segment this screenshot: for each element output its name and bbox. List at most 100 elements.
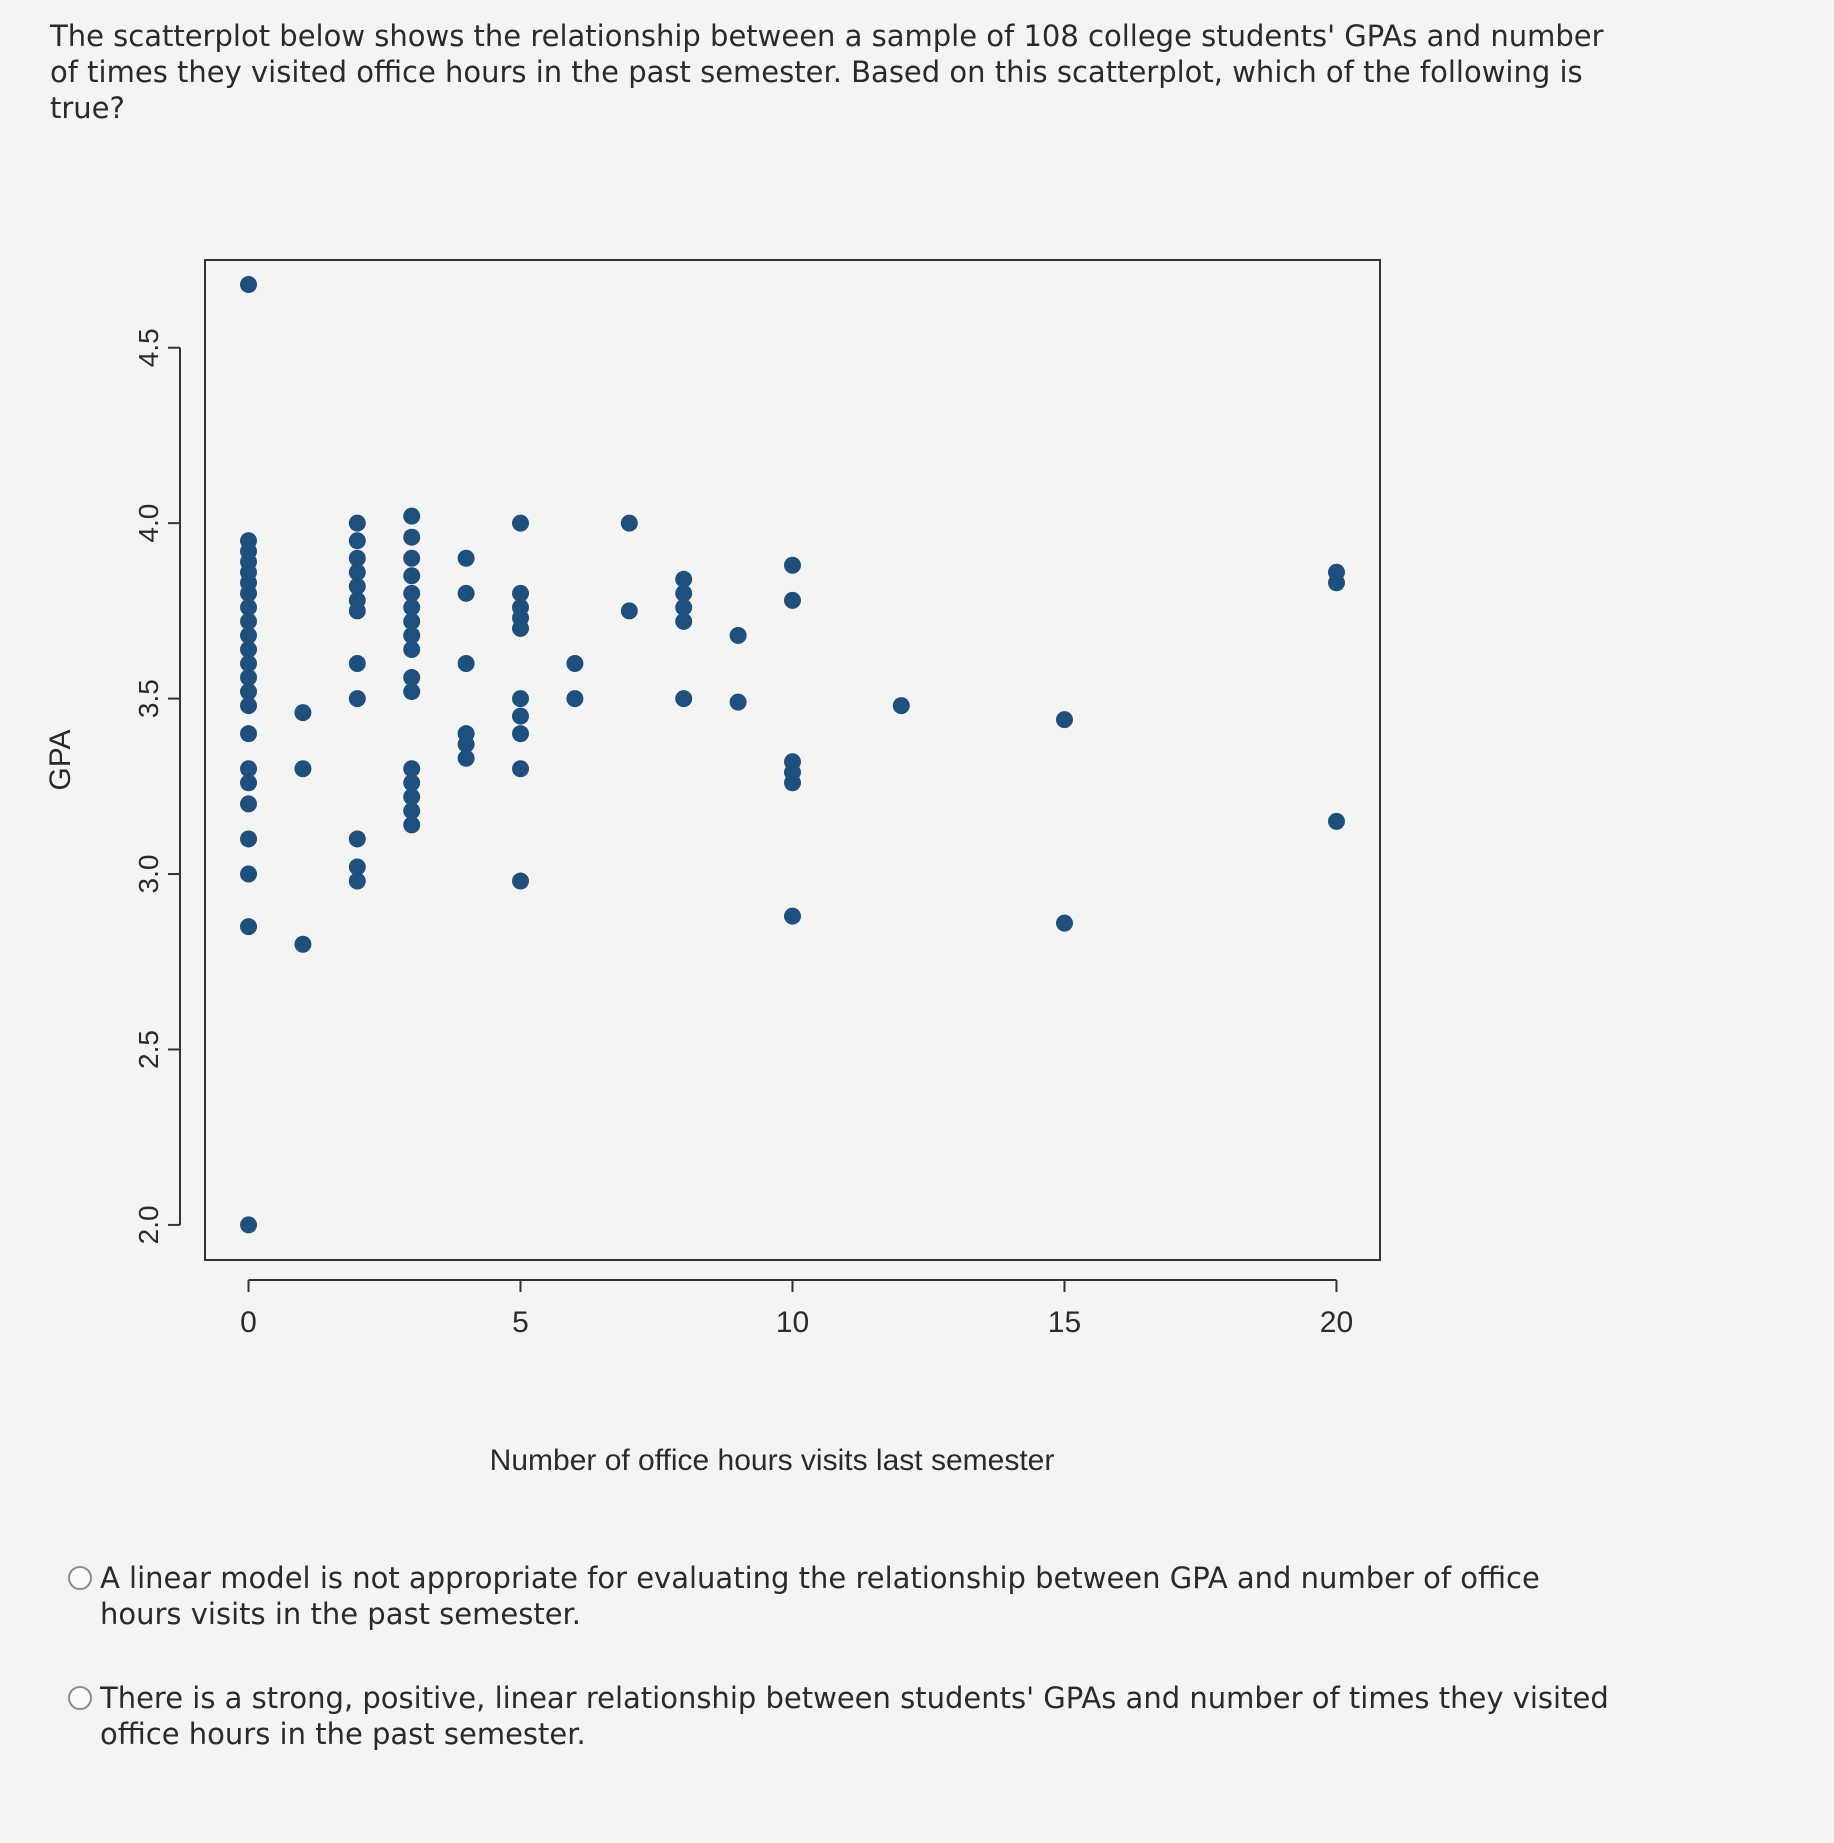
x-axis-label: Number of office hours visits last semes… [490, 1444, 1055, 1477]
data-point [403, 567, 421, 585]
scatterplot: 2.0 2.5 3.0 3.5 4.0 4.5 0 5 10 15 20 GPA Number o… [0, 230, 1834, 1530]
data-point [240, 725, 258, 743]
data-point [403, 816, 421, 834]
data-point [403, 669, 421, 687]
data-point [348, 690, 366, 708]
data-point [294, 935, 312, 953]
x-axis: 0 5 10 15 20 [240, 1279, 1353, 1339]
y-tick-label: 4.5 [133, 328, 164, 367]
y-axis: 2.0 2.5 3.0 3.5 4.0 4.5 [133, 328, 181, 1244]
answer-option-2[interactable]: There is a strong, positive, linear rela… [68, 1680, 1628, 1752]
data-point [348, 532, 366, 550]
data-point [512, 725, 530, 743]
y-tick-label: 4.0 [133, 504, 164, 543]
data-point [566, 690, 584, 708]
data-point [348, 577, 366, 595]
data-point [620, 602, 638, 620]
data-point [892, 697, 910, 715]
question-text: The scatterplot below shows the relation… [50, 19, 1604, 125]
data-point [512, 760, 530, 778]
data-point [512, 514, 530, 532]
data-point [348, 549, 366, 567]
data-point [240, 830, 258, 848]
data-point [1055, 914, 1073, 932]
answer-option-label: A linear model is not appropriate for ev… [100, 1561, 1540, 1631]
data-point [1055, 711, 1073, 729]
data-point [403, 802, 421, 820]
data-point [348, 514, 366, 532]
answer-option-label: There is a strong, positive, linear rela… [100, 1681, 1609, 1751]
data-point [457, 735, 475, 753]
y-tick-label: 3.5 [133, 679, 164, 718]
data-point [240, 795, 258, 813]
data-point [240, 276, 258, 294]
x-tick-label: 0 [240, 1306, 257, 1339]
data-point [348, 830, 366, 848]
data-point [240, 626, 258, 644]
data-point [457, 655, 475, 673]
data-point [240, 774, 258, 792]
data-point [457, 749, 475, 767]
y-tick-label: 2.0 [133, 1205, 164, 1244]
data-point [566, 655, 584, 673]
answer-option-1[interactable]: A linear model is not appropriate for ev… [68, 1560, 1628, 1632]
data-point [403, 626, 421, 644]
data-point [240, 669, 258, 687]
data-point [675, 570, 693, 588]
data-point [512, 872, 530, 890]
radio-button[interactable] [68, 1566, 92, 1590]
plot-frame [204, 259, 1381, 1261]
data-points [240, 276, 1345, 1234]
data-point [403, 612, 421, 630]
data-point [675, 690, 693, 708]
data-point [348, 602, 366, 620]
data-point [240, 655, 258, 673]
data-point [403, 760, 421, 778]
data-point [348, 872, 366, 890]
data-point [512, 690, 530, 708]
data-point [1327, 812, 1345, 830]
data-point [784, 591, 801, 609]
data-point [512, 584, 530, 602]
data-point [784, 774, 801, 792]
data-point [240, 598, 258, 616]
data-point [729, 693, 747, 711]
data-point [403, 683, 421, 701]
y-tick-label: 3.0 [133, 855, 164, 894]
scatterplot-svg: 2.0 2.5 3.0 3.5 4.0 4.5 0 5 10 15 20 GPA Number o… [44, 259, 1381, 1477]
data-point [457, 584, 475, 602]
x-tick-label: 5 [512, 1306, 529, 1339]
data-point [403, 584, 421, 602]
x-tick-label: 10 [776, 1306, 809, 1339]
data-point [729, 626, 747, 644]
data-point [403, 549, 421, 567]
data-point [512, 619, 530, 637]
data-point [1327, 574, 1345, 592]
radio-button[interactable] [68, 1686, 92, 1710]
data-point [675, 598, 693, 616]
data-point [403, 788, 421, 806]
y-tick-label: 2.5 [133, 1030, 164, 1069]
answer-options: A linear model is not appropriate for ev… [68, 1560, 1628, 1800]
data-point [512, 707, 530, 725]
data-point [240, 640, 258, 658]
y-axis-label: GPA [44, 729, 77, 790]
data-point [348, 655, 366, 673]
data-point [403, 598, 421, 616]
x-tick-label: 20 [1320, 1306, 1353, 1339]
data-point [403, 640, 421, 658]
data-point [784, 907, 801, 925]
data-point [403, 774, 421, 792]
data-point [240, 683, 258, 701]
data-point [294, 760, 312, 778]
data-point [240, 612, 258, 630]
data-point [457, 549, 475, 567]
data-point [240, 760, 258, 778]
data-point [240, 584, 258, 602]
data-point [675, 584, 693, 602]
data-point [240, 697, 258, 715]
data-point [403, 528, 421, 546]
data-point [675, 612, 693, 630]
data-point [403, 507, 421, 525]
data-point [784, 556, 801, 574]
